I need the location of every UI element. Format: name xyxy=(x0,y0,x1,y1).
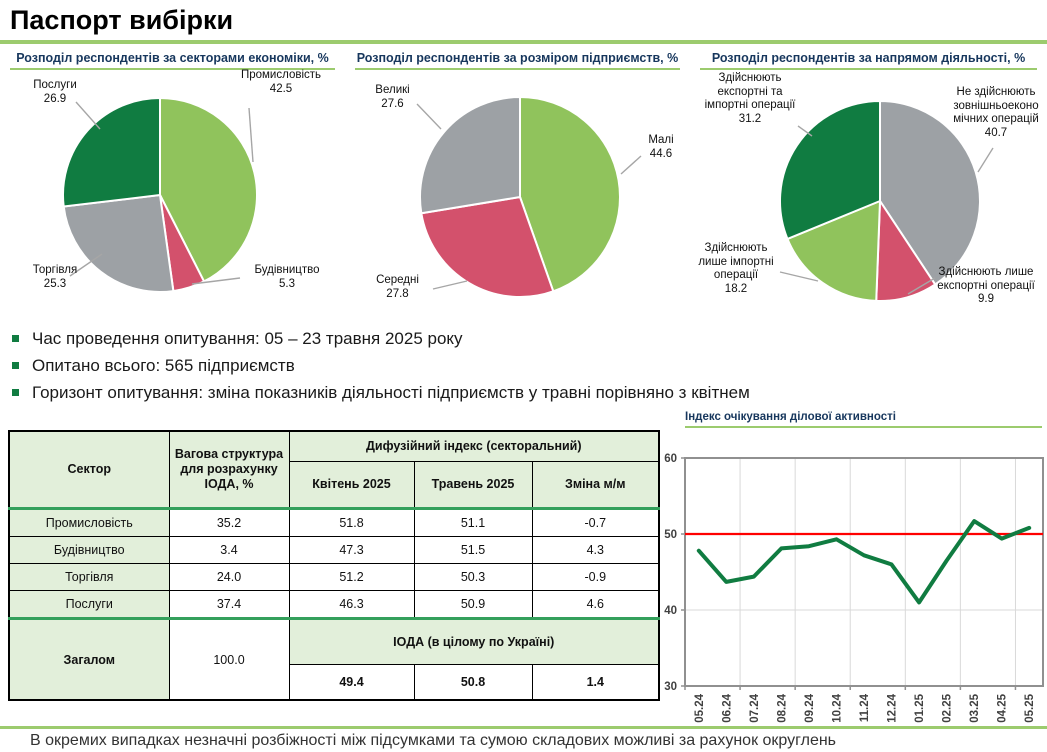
pie-slice-label: Не здійснюють зовнішньоеконо мічних опер… xyxy=(953,86,1039,139)
x-axis-label: 12.24 xyxy=(887,693,899,722)
pie-chart-size xyxy=(416,96,642,298)
pie-chart-sectors xyxy=(62,97,258,293)
x-axis-label: 01.25 xyxy=(914,693,926,722)
pie-slice xyxy=(519,96,621,293)
pie-slice-label: Промисловість 42.5 xyxy=(240,69,322,95)
pie-slice-label: Торгівля 25.3 xyxy=(32,264,78,290)
table-row: Торгівля 24.0 51.2 50.3 -0.9 xyxy=(8,563,660,591)
x-axis-label: 05.25 xyxy=(1024,693,1036,722)
pie-slice xyxy=(786,200,881,302)
col-header-april: Квітень 2025 xyxy=(288,461,415,510)
table-row: Промисловість 35.2 51.8 51.1 -0.7 xyxy=(8,508,660,537)
pie-slice-label: Будівництво 5.3 xyxy=(254,264,320,290)
pie-charts-row: Розподіл респондентів за секторами еконо… xyxy=(0,44,1047,316)
table-total-row: Загалом 100.0 ІОДА (в цілому по Україні) xyxy=(8,618,660,701)
pie-panel-sectors: Розподіл респондентів за секторами еконо… xyxy=(0,44,345,316)
y-axis-label: 50 xyxy=(664,529,677,541)
line-chart-panel: Індекс очікування ділової активності 30 4… xyxy=(660,409,1047,735)
pie-slice xyxy=(62,194,175,293)
pie-slice-label: Великі 27.6 xyxy=(375,84,410,110)
table-row: Послуги 37.4 46.3 50.9 4.6 xyxy=(8,590,660,620)
pie-title-underline xyxy=(10,68,335,70)
pie-slice xyxy=(419,96,521,215)
line-title-underline xyxy=(685,426,1043,428)
footer-note: В окремих випадках незначні розбіжності … xyxy=(30,732,837,749)
line-chart-title: Індекс очікування ділової активності xyxy=(685,411,896,423)
pie-title-underline xyxy=(355,68,680,70)
x-axis-label: 02.25 xyxy=(942,693,954,722)
bullet-item: Час проведення опитування: 05 – 23 травн… xyxy=(10,325,1047,352)
pie-slice xyxy=(62,97,161,208)
x-axis-label: 11.24 xyxy=(859,693,871,722)
y-axis-label: 60 xyxy=(664,453,677,465)
bullet-list: Час проведення опитування: 05 – 23 травн… xyxy=(10,325,1047,406)
x-axis-label: 06.24 xyxy=(721,693,733,722)
x-axis-label: 04.25 xyxy=(997,693,1009,722)
col-header-diffusion: Дифузійний індекс (секторальний) xyxy=(288,430,660,462)
x-axis-label: 07.24 xyxy=(749,693,761,722)
y-axis-label: 40 xyxy=(664,605,677,617)
x-axis-label: 05.24 xyxy=(694,693,706,722)
pie-chart-activity xyxy=(779,100,994,302)
pie-title-underline xyxy=(700,68,1037,70)
sector-table-wrap: Сектор Вагова структура для розрахунку І… xyxy=(8,430,661,701)
x-axis-label: 08.24 xyxy=(776,693,788,722)
x-axis-label: 10.24 xyxy=(831,693,843,722)
col-header-weight: Вагова структура для розрахунку ІОДА, % xyxy=(168,430,290,510)
x-axis-label: 03.25 xyxy=(969,693,981,722)
table-row: Будівництво 3.4 47.3 51.5 4.3 xyxy=(8,536,660,564)
pie-title-size: Розподіл респондентів за розміром підпри… xyxy=(356,51,679,65)
col-header-sector: Сектор xyxy=(8,430,170,510)
bullet-item: Опитано всього: 565 підприємств xyxy=(10,352,1047,379)
pie-slice-label: Малі 44.6 xyxy=(648,134,674,160)
page-title: Паспорт вибірки xyxy=(10,5,234,35)
sector-table: Сектор Вагова структура для розрахунку І… xyxy=(8,430,661,701)
bullet-square-icon xyxy=(12,389,19,396)
line-chart-svg: 30 40 50 60 05.24 06.24 07.24 08.24 09.24 10.24 11… xyxy=(664,453,1045,723)
pie-title-activity: Розподіл респондентів за напрямом діяльн… xyxy=(711,51,1026,65)
table-total-values-row: 49.4 50.8 1.4 xyxy=(9,664,660,701)
y-axis-label: 30 xyxy=(664,681,677,693)
pie-slice-label: Здійснюють експортні та імпортні операці… xyxy=(704,72,796,125)
pie-slice xyxy=(779,100,881,240)
bullet-square-icon xyxy=(12,362,19,369)
footer-divider: В окремих випадках незначні розбіжності … xyxy=(0,726,1047,750)
pie-panel-activity: Розподіл респондентів за напрямом діяльн… xyxy=(690,44,1047,316)
title-underline xyxy=(0,40,1047,44)
pie-slice xyxy=(420,196,555,298)
bullet-square-icon xyxy=(12,335,19,342)
col-header-change: Зміна м/м xyxy=(531,461,660,510)
pie-slice xyxy=(159,97,258,283)
pie-title-sectors: Розподіл респондентів за секторами еконо… xyxy=(16,51,329,65)
pie-slice-label: Послуги 26.9 xyxy=(33,79,77,105)
col-header-may: Травень 2025 xyxy=(413,461,533,510)
x-axis-label: 09.24 xyxy=(804,693,816,722)
pie-slice-label: Здійснюють лише імпортні операції 18.2 xyxy=(698,242,774,295)
pie-panel-size: Розподіл респондентів за розміром підпри… xyxy=(345,44,690,316)
pie-slice-label: Середні 27.8 xyxy=(376,274,419,300)
bullet-item: Горизонт опитування: зміна показників ді… xyxy=(10,379,1047,406)
ioda-span-header: ІОДА (в цілому по Україні) xyxy=(288,618,660,665)
pie-slice-label: Здійснюють лише експортні операції 9.9 xyxy=(937,266,1035,305)
